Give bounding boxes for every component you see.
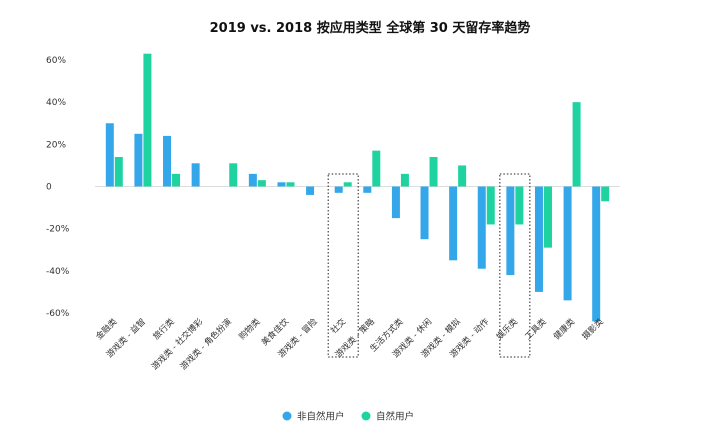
bar-non-organic [334,186,343,193]
y-axis-ticks: 60% 40% 20% 0 -20% -40% -60% [46,56,70,319]
x-category-label: 旅行类 [151,316,177,342]
bar-non-organic [306,186,315,195]
bar-non-organic [191,163,200,187]
bar-organic [429,156,438,187]
bar-non-organic [391,186,400,219]
y-tick-label: 0 [46,183,52,193]
y-tick-label: -20% [46,225,70,235]
bar-organic [572,102,581,187]
highlight-box [499,173,531,358]
legend-swatch-organic [361,411,371,421]
bar-non-organic [277,182,286,187]
x-category-label: 娱乐类 [494,316,520,342]
x-category-label: 社交 [329,316,349,336]
bar-non-organic [163,135,172,187]
bar-organic [601,186,610,202]
bar-non-organic [248,173,257,187]
x-category-label: 金融类 [94,316,120,342]
bar-organic [343,182,352,187]
x-category-label: 购物类 [237,316,263,342]
highlight-box [327,173,359,358]
bar-organic [229,163,238,187]
bar-non-organic [592,186,601,322]
y-tick-label: 40% [46,98,66,108]
bar-organic [515,186,524,225]
y-tick-label: 20% [46,140,66,150]
bar-organic [458,165,467,187]
bar-organic [172,173,181,187]
bar-non-organic [477,186,486,269]
bar-non-organic [449,186,458,261]
bar-non-organic [134,133,143,187]
bar-non-organic [506,186,515,276]
bar-organic [257,180,266,187]
chart-title: 2019 vs. 2018 按应用类型 全球第 30 天留存率趋势 [210,20,531,36]
bar-organic [543,186,552,248]
chart-legend: 非自然用户 自然用户 [282,411,414,423]
y-tick-label: -40% [46,267,70,277]
bar-non-organic [105,123,114,187]
x-category-label: 游戏类 - 角色扮演 [178,316,234,372]
bar-non-organic [363,186,372,193]
bar-organic [114,156,123,187]
y-tick-label: 60% [46,56,66,66]
bar-organic [286,182,295,187]
bar-non-organic [563,186,572,301]
bars-group [105,53,610,322]
x-category-label: 游戏类 - 社交博彩 [149,316,205,372]
x-category-label: 工具类 [523,316,549,342]
bar-organic [143,53,152,187]
bar-organic [486,186,495,225]
legend-swatch-non-organic [282,411,292,421]
bar-organic [372,150,381,187]
highlight-boxes [327,173,531,358]
legend-label-non-organic: 非自然用户 [297,411,345,423]
y-tick-label: -60% [46,309,70,319]
legend-label-organic: 自然用户 [376,411,414,423]
bar-organic [400,173,409,187]
bar-non-organic [534,186,543,292]
bar-non-organic [420,186,429,240]
x-category-label: 健康类 [551,316,577,342]
